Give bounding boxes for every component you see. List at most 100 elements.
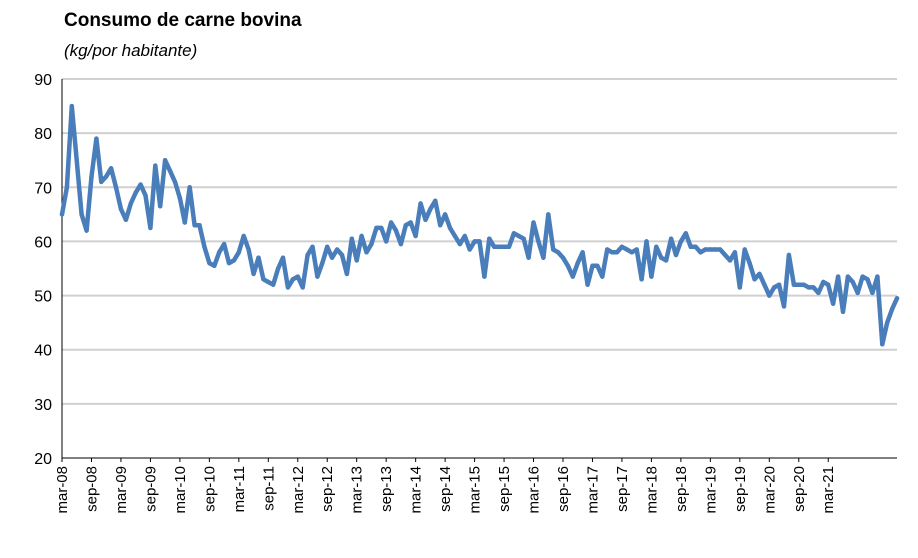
data-point <box>217 250 222 255</box>
data-point <box>565 263 571 268</box>
x-tick-label: sep-19 <box>732 466 749 512</box>
data-point <box>786 252 792 258</box>
data-point <box>649 274 654 279</box>
data-point <box>737 285 742 290</box>
data-point <box>605 247 610 252</box>
data-point <box>104 174 109 179</box>
x-tick-label: sep-17 <box>614 466 631 512</box>
data-point <box>271 282 276 287</box>
data-point <box>94 136 99 141</box>
data-point <box>845 274 851 279</box>
data-point <box>713 247 718 252</box>
data-point <box>212 263 217 268</box>
data-point <box>526 255 531 260</box>
data-point <box>403 223 408 228</box>
x-tick-label: sep-13 <box>378 466 395 512</box>
data-point <box>585 282 590 287</box>
data-point <box>275 266 281 271</box>
x-tick-label: sep-15 <box>496 466 513 512</box>
data-point <box>128 201 133 206</box>
data-point <box>388 220 394 225</box>
data-point <box>123 217 129 222</box>
data-point <box>590 263 595 268</box>
data-point <box>138 182 143 187</box>
data-point <box>536 239 541 244</box>
data-point <box>246 247 251 252</box>
data-point <box>320 260 325 266</box>
data-point <box>693 244 698 249</box>
data-point <box>811 285 816 290</box>
data-point <box>673 252 679 258</box>
y-tick-label: 40 <box>34 343 52 360</box>
y-axis-tick-labels: 20 30 40 50 60 70 80 90 <box>34 72 52 468</box>
data-point <box>379 225 384 231</box>
data-point <box>531 220 536 225</box>
data-point <box>826 282 831 287</box>
data-point <box>69 103 75 109</box>
data-point <box>732 250 738 255</box>
data-point <box>580 250 585 255</box>
data-point <box>516 233 521 239</box>
data-point <box>654 244 659 249</box>
x-tick-label: mar-19 <box>702 466 719 514</box>
data-point <box>192 223 197 228</box>
data-point <box>118 206 124 212</box>
data-point <box>300 285 305 290</box>
x-tick-label: mar-11 <box>231 466 248 512</box>
data-point <box>663 258 669 263</box>
data-point <box>374 225 379 231</box>
data-point <box>369 241 374 247</box>
x-tick-label: mar-14 <box>408 466 425 514</box>
data-point <box>772 285 777 290</box>
data-point <box>816 290 821 296</box>
data-point <box>477 239 482 244</box>
x-tick-label: mar-20 <box>761 466 778 514</box>
data-point <box>167 168 173 174</box>
gridlines <box>62 78 897 405</box>
data-point <box>668 236 674 241</box>
data-point <box>344 271 350 277</box>
data-point <box>428 206 433 212</box>
x-tick-label: sep-16 <box>555 466 572 512</box>
data-point <box>830 301 836 306</box>
data-point <box>501 244 507 249</box>
data-point <box>256 255 261 260</box>
data-point <box>472 239 477 244</box>
data-point <box>865 277 870 282</box>
data-point <box>325 244 330 249</box>
data-point <box>447 225 453 231</box>
x-tick-label: sep-14 <box>437 466 454 512</box>
y-tick-label: 80 <box>34 126 52 143</box>
data-point <box>261 277 266 282</box>
data-point <box>236 250 241 255</box>
data-point <box>393 228 399 233</box>
data-point <box>266 279 271 285</box>
data-point <box>310 244 315 249</box>
data-point <box>840 309 846 314</box>
data-point <box>821 279 826 285</box>
data-point <box>408 220 413 225</box>
data-point <box>108 166 114 171</box>
data-point <box>747 260 752 266</box>
x-tick-label: sep-12 <box>319 466 336 512</box>
data-point <box>698 250 703 255</box>
data-point <box>855 290 860 296</box>
data-point <box>153 163 158 168</box>
data-point <box>757 271 762 277</box>
x-tick-label: sep-10 <box>201 466 218 512</box>
data-point <box>791 282 797 287</box>
data-point <box>885 320 890 325</box>
data-point <box>600 274 605 279</box>
data-point <box>143 193 148 198</box>
data-point <box>703 247 708 252</box>
data-point <box>423 217 428 222</box>
data-point <box>762 282 767 287</box>
data-point <box>148 225 153 231</box>
data-point <box>349 236 354 241</box>
x-tick-label: mar-10 <box>172 466 189 514</box>
data-point <box>894 296 900 301</box>
data-point <box>433 198 438 203</box>
chart-subtitle: (kg/por habitante) <box>64 41 198 60</box>
data-point <box>84 228 89 233</box>
